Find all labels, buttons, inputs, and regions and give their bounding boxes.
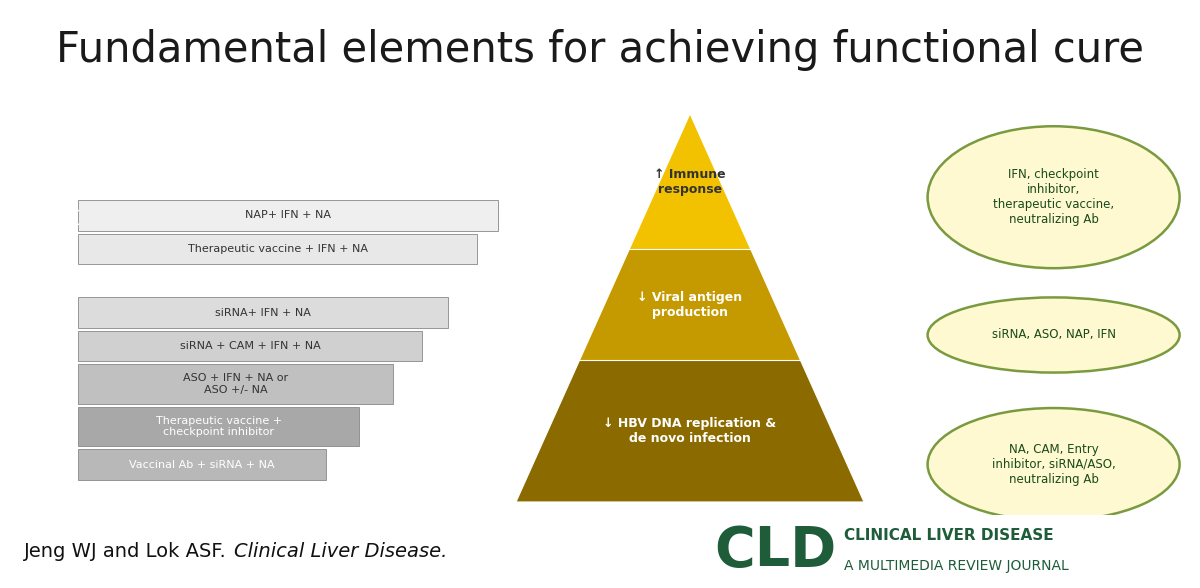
Text: ↓ HBV DNA replication &
de novo infection: ↓ HBV DNA replication & de novo infectio… bbox=[604, 417, 776, 445]
Text: ASO + IFN + NA or
ASO +/- NA: ASO + IFN + NA or ASO +/- NA bbox=[182, 373, 288, 395]
FancyBboxPatch shape bbox=[78, 364, 392, 404]
Text: Therapeutic vaccine +
checkpoint inhibitor: Therapeutic vaccine + checkpoint inhibit… bbox=[156, 416, 282, 437]
FancyBboxPatch shape bbox=[78, 407, 360, 446]
Text: siRNA+ IFN + NA: siRNA+ IFN + NA bbox=[215, 308, 311, 318]
FancyBboxPatch shape bbox=[78, 233, 476, 264]
Text: after completion of treatment: after completion of treatment bbox=[30, 149, 254, 162]
Text: 20%: 20% bbox=[24, 306, 58, 320]
Text: 10%: 10% bbox=[24, 457, 58, 472]
FancyBboxPatch shape bbox=[78, 298, 448, 328]
Polygon shape bbox=[516, 360, 864, 502]
Text: ↓ Viral antigen
production: ↓ Viral antigen production bbox=[637, 290, 743, 319]
Text: siRNA + CAM + IFN + NA: siRNA + CAM + IFN + NA bbox=[180, 341, 320, 351]
Text: 30%: 30% bbox=[24, 192, 58, 206]
Text: siRNA, ASO, NAP, IFN: siRNA, ASO, NAP, IFN bbox=[991, 329, 1116, 342]
Text: ↑ Immune
response: ↑ Immune response bbox=[654, 168, 726, 196]
FancyBboxPatch shape bbox=[78, 200, 498, 230]
Text: Jeng WJ and Lok ASF.: Jeng WJ and Lok ASF. bbox=[24, 542, 233, 561]
FancyBboxPatch shape bbox=[78, 331, 422, 361]
Ellipse shape bbox=[928, 126, 1180, 268]
Text: NAP+ IFN + NA: NAP+ IFN + NA bbox=[245, 211, 331, 220]
Text: CLINICAL LIVER DISEASE: CLINICAL LIVER DISEASE bbox=[844, 527, 1054, 543]
Polygon shape bbox=[629, 113, 751, 249]
Text: IFN, checkpoint
inhibitor,
therapeutic vaccine,
neutralizing Ab: IFN, checkpoint inhibitor, therapeutic v… bbox=[994, 168, 1114, 226]
Text: NA, CAM, Entry
inhibitor, siRNA/ASO,
neutralizing Ab: NA, CAM, Entry inhibitor, siRNA/ASO, neu… bbox=[991, 443, 1116, 486]
Polygon shape bbox=[580, 249, 800, 360]
Text: A MULTIMEDIA REVIEW JOURNAL: A MULTIMEDIA REVIEW JOURNAL bbox=[844, 559, 1068, 573]
Text: Clinical Liver Disease.: Clinical Liver Disease. bbox=[234, 542, 448, 561]
Text: Reported HBsAg seroclearance 12-24 weeks: Reported HBsAg seroclearance 12-24 weeks bbox=[30, 120, 361, 133]
Text: Vaccinal Ab + siRNA + NA: Vaccinal Ab + siRNA + NA bbox=[130, 460, 275, 470]
Text: Fundamental elements for achieving functional cure: Fundamental elements for achieving funct… bbox=[56, 29, 1144, 72]
FancyBboxPatch shape bbox=[78, 449, 325, 480]
Text: CLD: CLD bbox=[714, 524, 836, 578]
Text: Therapeutic vaccine + IFN + NA: Therapeutic vaccine + IFN + NA bbox=[187, 244, 367, 254]
Ellipse shape bbox=[928, 298, 1180, 373]
Ellipse shape bbox=[928, 408, 1180, 521]
